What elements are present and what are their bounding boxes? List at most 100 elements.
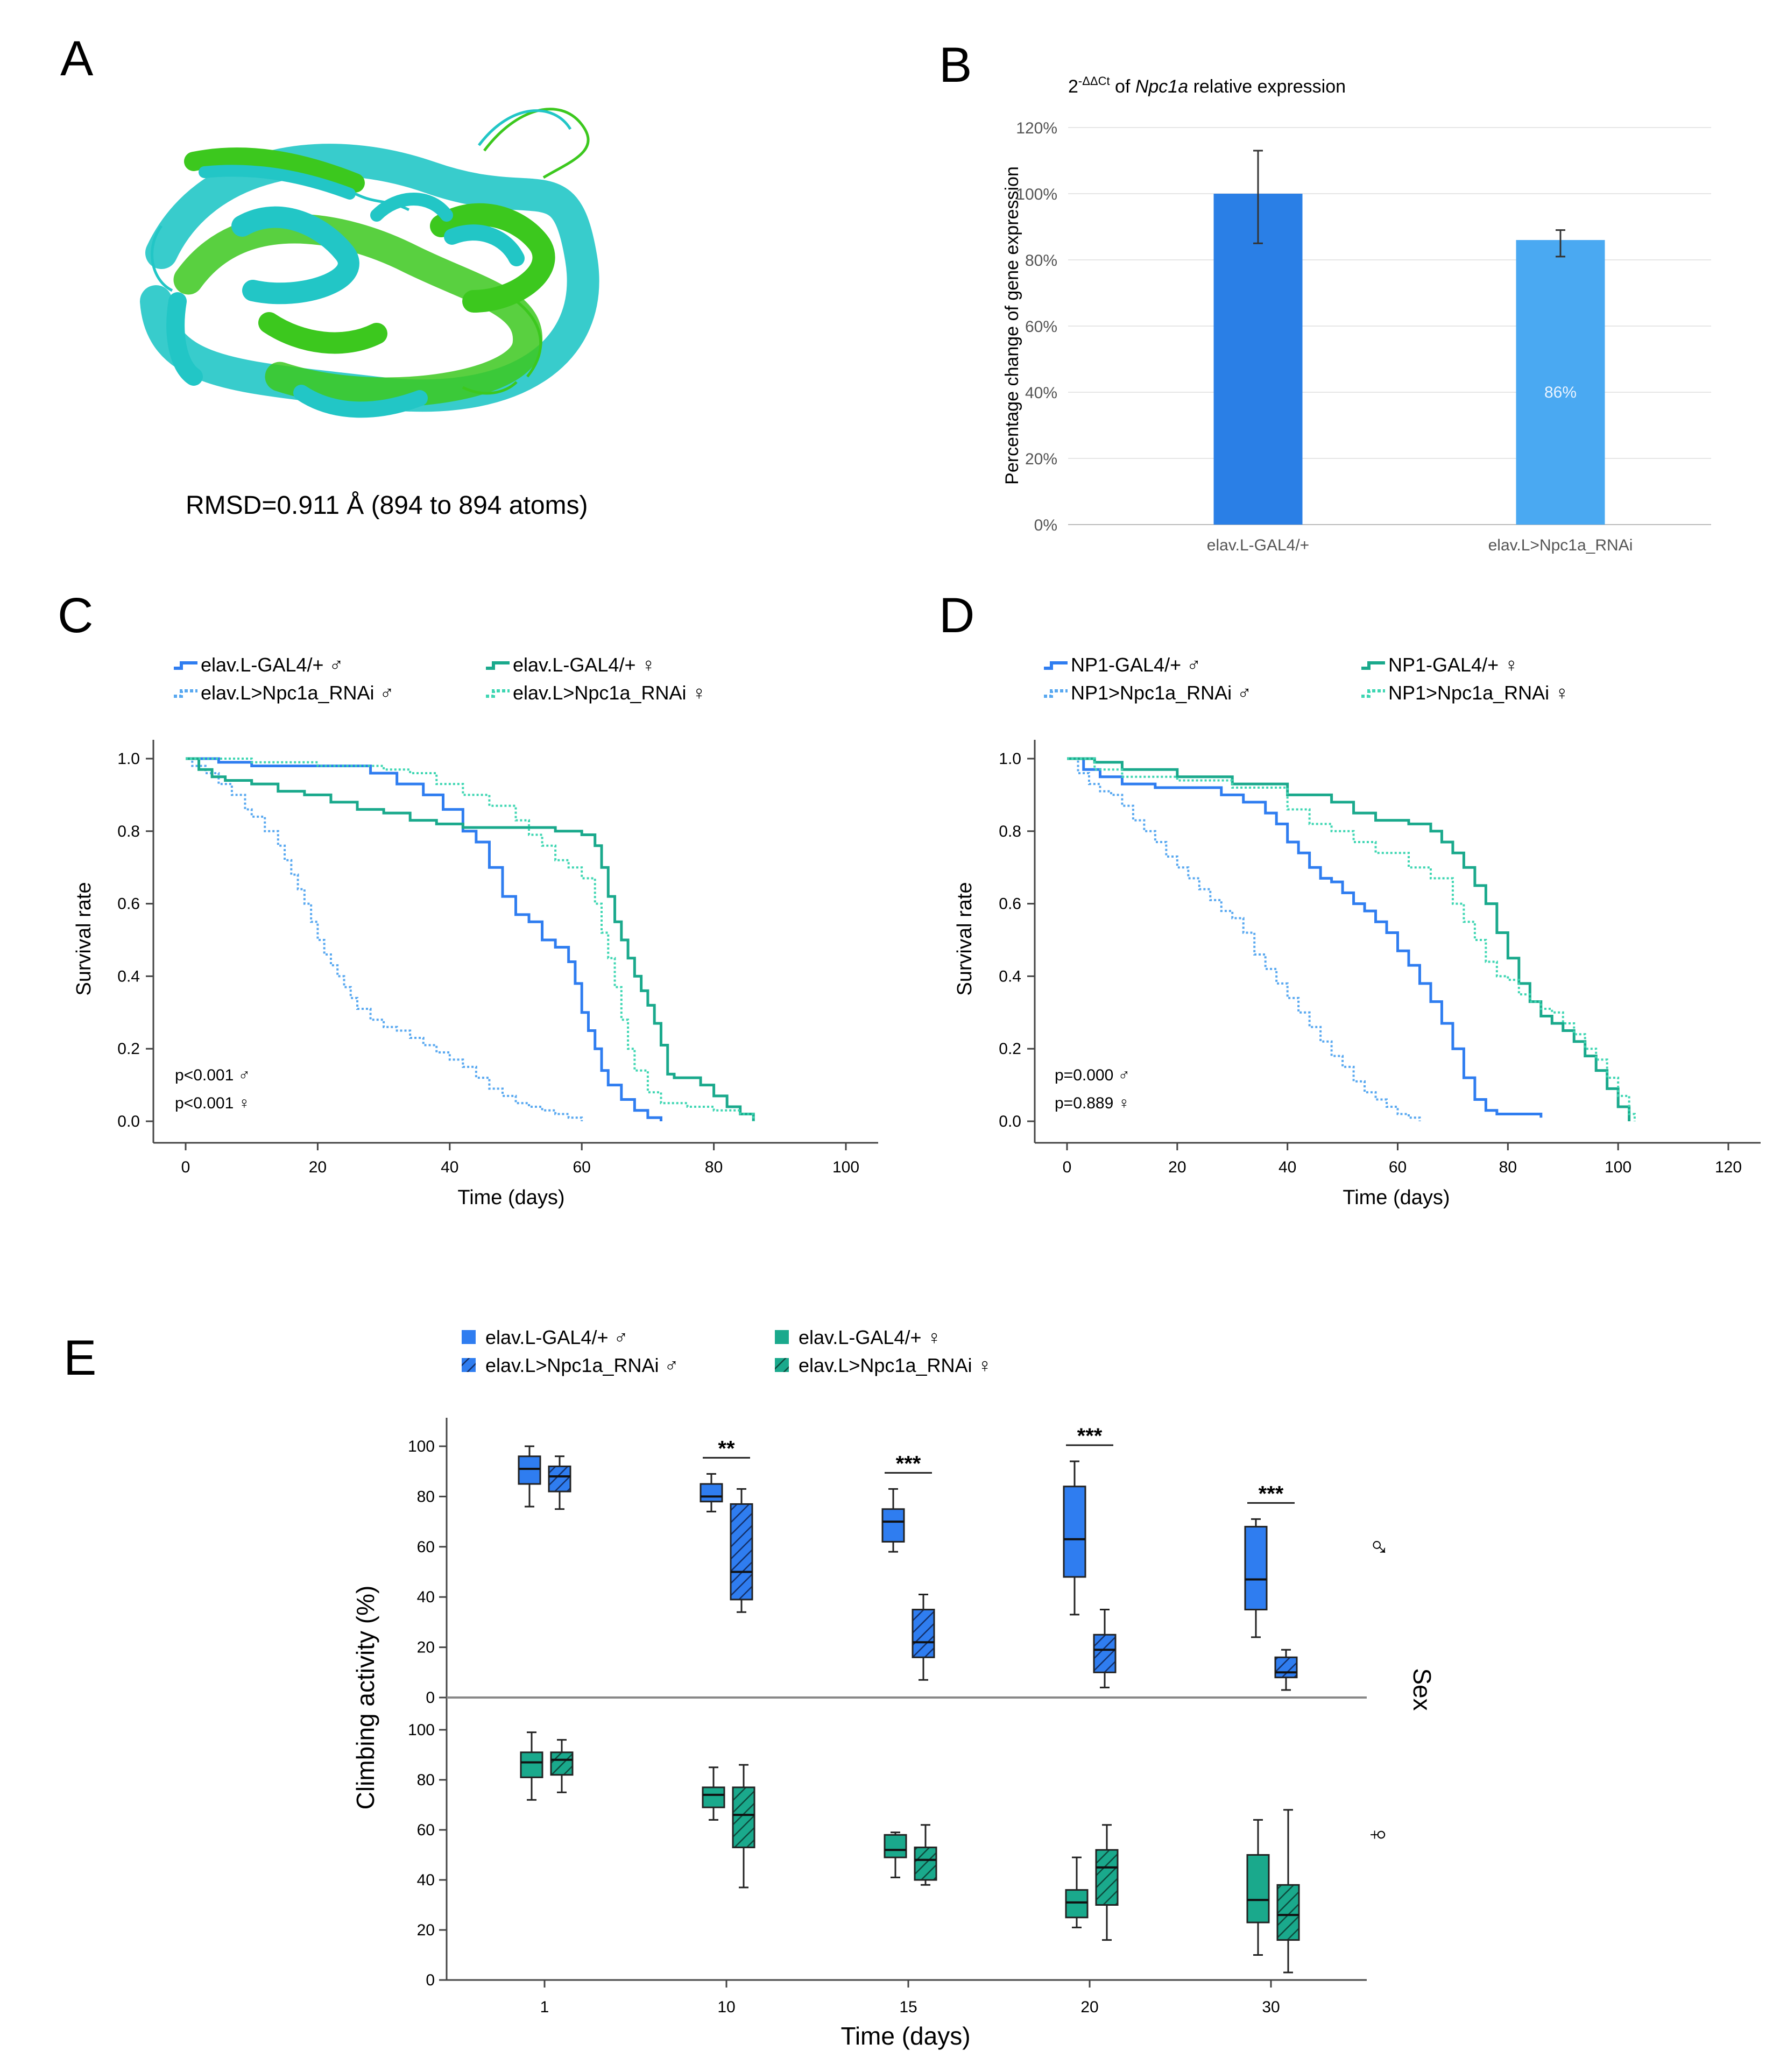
d-legend-swatch bbox=[1044, 661, 1068, 670]
d-legend-label: NP1-GAL4/+ ♀ bbox=[1388, 654, 1518, 676]
d-x-tick-label: 100 bbox=[1605, 1158, 1631, 1176]
c-legend-label: elav.L-GAL4/+ ♂ bbox=[201, 654, 343, 676]
d-survival-line-2 bbox=[1067, 758, 1421, 1121]
significance-stars: *** bbox=[896, 1452, 921, 1475]
box bbox=[550, 1751, 574, 1776]
box bbox=[702, 1786, 725, 1808]
bar-y-tick-label: 40% bbox=[1025, 384, 1057, 402]
climbing-x-tick-label: 1 bbox=[540, 1998, 549, 2016]
c-y-tick-label: 0.6 bbox=[117, 895, 140, 913]
c-legend-swatch bbox=[486, 661, 510, 670]
climbing-legend-label: elav.L>Npc1a_RNAi ♀ bbox=[799, 1354, 992, 1376]
climbing-x-tick-label: 30 bbox=[1262, 1998, 1280, 2016]
climbing-y-tick-label: 100 bbox=[408, 1721, 435, 1739]
bar-y-tick-label: 60% bbox=[1025, 318, 1057, 336]
climbing-y-tick-label: 40 bbox=[417, 1871, 435, 1889]
bar-category-label: elav.L-GAL4/+ bbox=[1207, 536, 1309, 554]
d-x-tick-label: 60 bbox=[1389, 1158, 1407, 1176]
c-x-tick-label: 40 bbox=[441, 1158, 458, 1176]
d-survival-line-4 bbox=[1067, 758, 1636, 1121]
bar bbox=[1516, 240, 1605, 525]
climbing-y-tick-label: 0 bbox=[426, 1971, 435, 1989]
d-survival-line-1 bbox=[1067, 757, 1543, 1118]
survival-d-pvalue-female: p=0.889 ♀ bbox=[1055, 1094, 1130, 1112]
c-x-tick-label: 60 bbox=[573, 1158, 591, 1176]
climbing-y-tick-label: 100 bbox=[408, 1438, 435, 1455]
panel-letter-e: E bbox=[63, 1331, 96, 1385]
survival-d-xlabel: Time (days) bbox=[1343, 1186, 1450, 1209]
box bbox=[520, 1751, 543, 1778]
bar-category-label: elav.L>Npc1a_RNAi bbox=[1488, 536, 1633, 554]
protein-structure-image bbox=[140, 108, 599, 418]
bar-y-tick-label: 0% bbox=[1034, 517, 1057, 534]
climbing-y-tick-label: 80 bbox=[417, 1488, 435, 1505]
d-y-tick-label: 0.4 bbox=[999, 967, 1021, 985]
c-legend-label: elav.L-GAL4/+ ♀ bbox=[513, 654, 655, 676]
c-x-tick-label: 0 bbox=[181, 1158, 190, 1176]
box bbox=[548, 1465, 571, 1493]
significance-stars: ** bbox=[718, 1437, 735, 1460]
panel-letter-d: D bbox=[939, 588, 974, 643]
c-y-tick-label: 0.8 bbox=[117, 823, 140, 840]
climbing-y-tick-label: 60 bbox=[417, 1538, 435, 1556]
survival-chart-c: elav.L-GAL4/+ ♂ elav.L>Npc1a_RNAi ♂ elav.L… bbox=[73, 654, 878, 1209]
climbing-y-tick-label: 40 bbox=[417, 1588, 435, 1606]
rmsd-caption: RMSD=0.911 Å (894 to 894 atoms) bbox=[186, 491, 588, 520]
d-x-tick-label: 40 bbox=[1278, 1158, 1296, 1176]
box bbox=[1095, 1849, 1119, 1906]
d-x-tick-label: 0 bbox=[1063, 1158, 1072, 1176]
c-survival-line-1 bbox=[186, 757, 662, 1121]
climbing-legend-label: elav.L-GAL4/+ ♀ bbox=[799, 1326, 941, 1348]
d-x-tick-label: 80 bbox=[1499, 1158, 1517, 1176]
c-x-tick-label: 20 bbox=[309, 1158, 327, 1176]
box bbox=[732, 1786, 755, 1849]
bar-y-tick-label: 20% bbox=[1025, 450, 1057, 468]
panel-letter-b: B bbox=[939, 38, 972, 93]
box bbox=[700, 1483, 723, 1503]
c-survival-line-2 bbox=[186, 758, 583, 1121]
climbing-xlabel: Time (days) bbox=[840, 2022, 970, 2050]
facet-sex-label: Sex bbox=[1408, 1668, 1436, 1710]
d-y-tick-label: 1.0 bbox=[999, 750, 1021, 768]
box bbox=[1276, 1884, 1300, 1941]
box bbox=[912, 1609, 935, 1658]
climbing-legend-swatch bbox=[775, 1330, 789, 1344]
climbing-y-tick-label: 0 bbox=[426, 1689, 435, 1707]
d-survival-line-3 bbox=[1067, 757, 1631, 1121]
box bbox=[1065, 1889, 1089, 1919]
significance-stars: *** bbox=[1259, 1482, 1284, 1505]
d-legend-swatch bbox=[1361, 661, 1385, 670]
d-y-tick-label: 0.2 bbox=[999, 1040, 1021, 1058]
climbing-y-tick-label: 20 bbox=[417, 1639, 435, 1657]
survival-c-pvalue-female: p<0.001 ♀ bbox=[175, 1094, 250, 1112]
bar-y-tick-label: 120% bbox=[1016, 119, 1057, 137]
c-survival-line-3 bbox=[186, 757, 755, 1121]
c-legend-swatch bbox=[174, 661, 197, 670]
c-legend-swatch bbox=[486, 689, 510, 698]
survival-c-ylabel: Survival rate bbox=[73, 882, 95, 995]
facet-male-symbol: ♂ bbox=[1363, 1537, 1394, 1558]
climbing-x-tick-label: 20 bbox=[1080, 1998, 1098, 2016]
climbing-y-tick-label: 60 bbox=[417, 1821, 435, 1839]
d-y-tick-label: 0.6 bbox=[999, 895, 1021, 913]
survival-d-pvalue-male: p=0.000 ♂ bbox=[1055, 1066, 1130, 1084]
d-legend-label: NP1>Npc1a_RNAi ♂ bbox=[1071, 682, 1252, 704]
climbing-x-tick-label: 15 bbox=[899, 1998, 917, 2016]
c-y-tick-label: 1.0 bbox=[117, 750, 140, 768]
panel-letter-c: C bbox=[58, 588, 93, 643]
c-legend-swatch bbox=[174, 689, 197, 698]
climbing-y-tick-label: 20 bbox=[417, 1921, 435, 1939]
d-legend-swatch bbox=[1044, 689, 1068, 698]
c-x-tick-label: 100 bbox=[832, 1158, 859, 1176]
bar bbox=[1213, 194, 1303, 525]
c-legend-label: elav.L>Npc1a_RNAi ♀ bbox=[513, 682, 707, 704]
climbing-ylabel: Climbing activity (%) bbox=[351, 1586, 379, 1810]
d-y-tick-label: 0.0 bbox=[999, 1113, 1021, 1130]
climbing-legend-label: elav.L-GAL4/+ ♂ bbox=[485, 1326, 628, 1348]
climbing-legend-label: elav.L>Npc1a_RNAi ♂ bbox=[485, 1354, 679, 1376]
c-x-tick-label: 80 bbox=[705, 1158, 723, 1176]
bar-chart-ylabel: Percentage change of gene expression bbox=[1002, 166, 1022, 485]
climbing-y-tick-label: 80 bbox=[417, 1771, 435, 1789]
survival-c-xlabel: Time (days) bbox=[457, 1186, 564, 1209]
